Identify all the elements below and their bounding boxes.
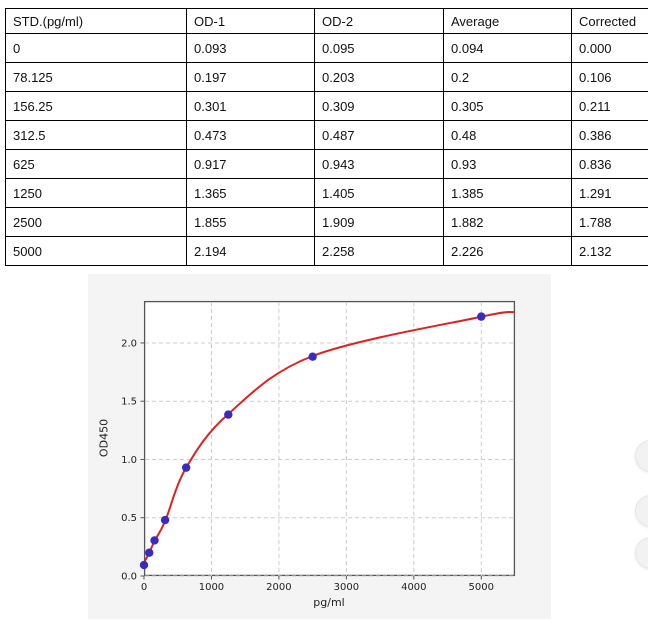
table-row: 5000 2.194 2.258 2.226 2.132	[5, 236, 648, 266]
table-header-od2: OD-2	[314, 8, 444, 34]
table-cell-od1: 0.917	[186, 149, 315, 179]
table-cell-std: 0	[5, 33, 187, 63]
floating-side-button-2[interactable]	[635, 495, 648, 527]
axes-spines	[143, 300, 516, 577]
table-cell-od1: 0.301	[186, 91, 315, 121]
table-cell-od2: 1.405	[314, 178, 444, 208]
standard-curve-plot: 0 1000 2000 3000 4000 5000 0.0 0.5 1.0 1.5 2.0	[121, 300, 516, 593]
data-point-marker	[224, 410, 233, 419]
table-header-corrected: Corrected	[571, 8, 648, 34]
table-cell-average: 0.305	[443, 91, 572, 121]
floating-side-button-3[interactable]	[635, 537, 648, 569]
table-cell-std: 78.125	[5, 62, 187, 92]
floating-side-button-1[interactable]	[635, 440, 648, 472]
y-tick-label: 2.0	[121, 338, 137, 349]
table-cell-od2: 0.943	[314, 149, 444, 179]
table-header-std: STD.(pg/ml)	[5, 8, 187, 34]
table-cell-od2: 2.258	[314, 236, 444, 266]
table-row: 156.25 0.301 0.309 0.305 0.211	[5, 91, 648, 121]
table-row: 78.125 0.197 0.203 0.2 0.106	[5, 62, 648, 92]
x-tick-label: 0	[141, 582, 147, 593]
y-axis-label: OD450	[97, 418, 111, 458]
y-tick-label: 0.0	[121, 572, 137, 583]
table-cell-corrected: 0.386	[571, 120, 648, 150]
table-cell-od2: 0.095	[314, 33, 444, 63]
table-cell-od2: 0.487	[314, 120, 444, 150]
table-cell-od1: 0.093	[186, 33, 315, 63]
x-tick-label: 4000	[401, 582, 426, 593]
fit-curve-line	[143, 310, 516, 564]
table-header-row: STD.(pg/ml) OD-1 OD-2 Average Corrected	[5, 8, 648, 34]
table-row: 312.5 0.473 0.487 0.48 0.386	[5, 120, 648, 150]
x-tick-label: 3000	[334, 582, 359, 593]
table-cell-average: 0.2	[443, 62, 572, 92]
table-cell-od2: 1.909	[314, 207, 444, 237]
table-header-average: Average	[443, 8, 572, 34]
data-point-marker	[139, 560, 149, 570]
data-point-marker	[150, 536, 159, 545]
table-row: 0 0.093 0.095 0.094 0.000	[5, 33, 648, 63]
table-row: 2500 1.855 1.909 1.882 1.788	[5, 207, 648, 237]
data-point-marker	[308, 352, 317, 361]
standards-table: STD.(pg/ml) OD-1 OD-2 Average Corrected …	[5, 8, 648, 266]
table-cell-od1: 1.855	[186, 207, 315, 237]
table-cell-std: 2500	[5, 207, 187, 237]
table-cell-od1: 2.194	[186, 236, 315, 266]
table-header-od1: OD-1	[186, 8, 315, 34]
x-axis-label: pg/ml	[313, 596, 345, 609]
table-cell-average: 1.882	[443, 207, 572, 237]
data-point-marker	[145, 548, 154, 557]
data-point-marker	[181, 463, 191, 472]
table-cell-od1: 0.197	[186, 62, 315, 92]
table-cell-od2: 0.203	[314, 62, 444, 92]
plot-background	[144, 301, 515, 576]
table-row: 1250 1.365 1.405 1.385 1.291	[5, 178, 648, 208]
table-cell-std: 156.25	[5, 91, 187, 121]
table-cell-corrected: 0.211	[571, 91, 648, 121]
table-cell-std: 1250	[5, 178, 187, 208]
x-tick-label: 5000	[469, 582, 494, 593]
table-cell-average: 2.226	[443, 236, 572, 266]
table-cell-average: 0.094	[443, 33, 572, 63]
table-cell-average: 1.385	[443, 178, 572, 208]
table-cell-average: 0.48	[443, 120, 572, 150]
table-cell-corrected: 1.788	[571, 207, 648, 237]
table-cell-corrected: 0.106	[571, 62, 648, 92]
data-point-marker	[160, 515, 170, 525]
table-cell-corrected: 2.132	[571, 236, 648, 266]
x-tick-label: 2000	[266, 582, 291, 593]
table-cell-corrected: 0.836	[571, 149, 648, 179]
table-cell-corrected: 0.000	[571, 33, 648, 63]
standard-curve-figure: OD450 pg/ml 0 1000 2000 3000 4000 5000 0.0 0.5 1…	[88, 274, 551, 619]
table-cell-od1: 0.473	[186, 120, 315, 150]
table-cell-od2: 0.309	[314, 91, 444, 121]
y-tick-label: 1.0	[121, 455, 137, 466]
x-tick-label: 1000	[199, 582, 224, 593]
table-cell-std: 625	[5, 149, 187, 179]
table-row: 625 0.917 0.943 0.93 0.836	[5, 149, 648, 179]
table-cell-std: 5000	[5, 236, 187, 266]
table-cell-average: 0.93	[443, 149, 572, 179]
y-tick-label: 0.5	[121, 513, 137, 524]
table-cell-corrected: 1.291	[571, 178, 648, 208]
table-cell-std: 312.5	[5, 120, 187, 150]
table-cell-od1: 1.365	[186, 178, 315, 208]
data-point-marker	[477, 312, 486, 321]
y-tick-label: 1.5	[121, 397, 137, 408]
